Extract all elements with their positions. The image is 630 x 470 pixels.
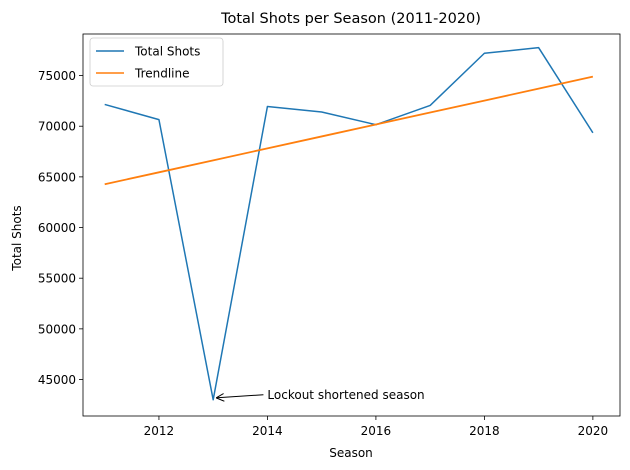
annotation-label: Lockout shortened season — [267, 388, 424, 402]
y-tick-label: 50000 — [38, 322, 76, 336]
legend: Total Shots Trendline — [89, 37, 224, 87]
legend-box — [89, 37, 224, 87]
legend-label: Trendline — [134, 67, 190, 81]
x-tick-label: 2016 — [361, 424, 392, 438]
plot-frame — [82, 33, 621, 417]
series-line-1 — [104, 46, 594, 401]
legend-label: Total Shots — [134, 45, 200, 59]
y-axis-title: Total Shots — [10, 205, 24, 271]
x-axis: 2012 2014 2016 2018 2020 — [144, 416, 608, 438]
x-tick-label: 2014 — [252, 424, 283, 438]
y-tick-label: 55000 — [38, 272, 76, 286]
y-tick-label: 65000 — [38, 170, 76, 184]
y-tick-label: 75000 — [38, 69, 76, 83]
series-line-2 — [104, 75, 594, 186]
x-tick-label: 2020 — [578, 424, 609, 438]
annotation-arrow — [217, 395, 264, 398]
chart-title: Total Shots per Season (2011-2020) — [220, 11, 481, 27]
x-axis-title: Season — [329, 446, 373, 460]
x-tick-label: 2012 — [144, 424, 175, 438]
y-tick-label: 60000 — [38, 221, 76, 235]
y-tick-label: 70000 — [38, 120, 76, 134]
y-tick-label: 45000 — [38, 373, 76, 387]
annotations: Lockout shortened season — [217, 388, 425, 402]
plot-area — [82, 33, 621, 417]
y-axis: 45000 50000 55000 60000 65000 70000 75000 — [38, 69, 83, 387]
x-tick-label: 2018 — [469, 424, 500, 438]
